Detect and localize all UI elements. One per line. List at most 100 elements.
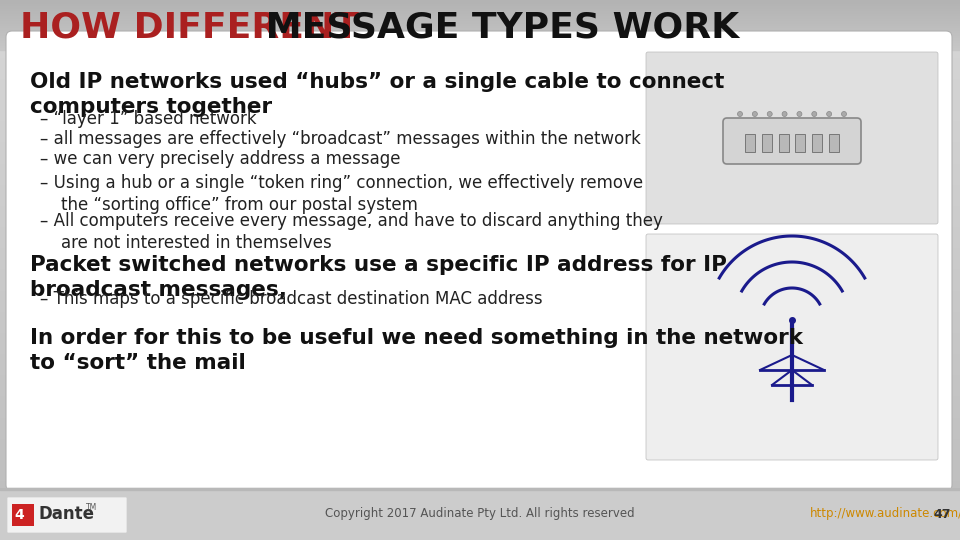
Bar bbox=[0, 112, 960, 113]
Bar bbox=[0, 3, 960, 4]
Bar bbox=[0, 350, 960, 351]
Bar bbox=[0, 416, 960, 417]
Bar bbox=[0, 469, 960, 470]
Bar bbox=[0, 431, 960, 432]
Text: MESSAGE TYPES WORK: MESSAGE TYPES WORK bbox=[253, 10, 739, 44]
Bar bbox=[0, 471, 960, 472]
Bar bbox=[0, 227, 960, 228]
Bar bbox=[0, 107, 960, 108]
Bar bbox=[0, 259, 960, 260]
Bar bbox=[0, 484, 960, 485]
Bar bbox=[0, 249, 960, 250]
Bar bbox=[0, 445, 960, 446]
Bar bbox=[0, 447, 960, 448]
Bar bbox=[0, 439, 960, 440]
Bar bbox=[0, 323, 960, 324]
Bar bbox=[0, 391, 960, 392]
Bar bbox=[0, 104, 960, 105]
Bar bbox=[0, 187, 960, 188]
Bar bbox=[0, 119, 960, 120]
Bar bbox=[0, 26, 960, 27]
Bar bbox=[0, 53, 960, 54]
Bar bbox=[0, 49, 960, 50]
Bar bbox=[0, 485, 960, 486]
Bar bbox=[0, 75, 960, 76]
Bar bbox=[0, 72, 960, 73]
Bar bbox=[0, 324, 960, 325]
Bar bbox=[0, 100, 960, 101]
Bar bbox=[0, 19, 960, 20]
Bar bbox=[0, 373, 960, 374]
Bar bbox=[0, 377, 960, 378]
Bar bbox=[0, 0, 960, 1]
Bar bbox=[0, 256, 960, 257]
Text: – all messages are effectively “broadcast” messages within the network: – all messages are effectively “broadcas… bbox=[40, 130, 641, 148]
Bar bbox=[0, 507, 960, 508]
Bar bbox=[0, 461, 960, 462]
Bar bbox=[0, 315, 960, 316]
Text: 4: 4 bbox=[14, 508, 24, 522]
Bar bbox=[0, 311, 960, 312]
Bar bbox=[0, 43, 960, 44]
Bar bbox=[0, 487, 960, 488]
Bar bbox=[0, 330, 960, 331]
Bar bbox=[0, 329, 960, 330]
Bar bbox=[0, 325, 960, 326]
Bar bbox=[0, 411, 960, 412]
Bar bbox=[0, 23, 960, 24]
Bar bbox=[0, 480, 960, 481]
Bar bbox=[0, 467, 960, 468]
Bar bbox=[0, 14, 960, 15]
Circle shape bbox=[812, 111, 817, 117]
Bar bbox=[0, 77, 960, 78]
Bar bbox=[0, 158, 960, 159]
Bar bbox=[0, 375, 960, 376]
Bar bbox=[0, 176, 960, 177]
Bar bbox=[0, 79, 960, 80]
Text: Copyright 2017 Audinate Pty Ltd. All rights reserved: Copyright 2017 Audinate Pty Ltd. All rig… bbox=[325, 508, 635, 521]
FancyBboxPatch shape bbox=[723, 118, 861, 164]
Bar bbox=[0, 122, 960, 123]
Bar bbox=[0, 76, 960, 77]
Bar bbox=[0, 358, 960, 359]
Bar bbox=[0, 189, 960, 190]
Bar bbox=[0, 365, 960, 366]
Bar bbox=[0, 27, 960, 28]
Bar bbox=[0, 427, 960, 428]
Bar bbox=[0, 191, 960, 192]
Bar bbox=[0, 198, 960, 199]
Bar bbox=[0, 285, 960, 286]
Bar bbox=[0, 366, 960, 367]
Bar bbox=[0, 42, 960, 43]
Bar bbox=[0, 322, 960, 323]
Bar bbox=[0, 89, 960, 90]
Bar bbox=[0, 454, 960, 455]
Bar bbox=[0, 505, 960, 506]
Bar bbox=[0, 301, 960, 302]
Bar bbox=[0, 11, 960, 12]
Bar bbox=[0, 90, 960, 91]
Bar bbox=[0, 71, 960, 72]
Bar bbox=[0, 353, 960, 354]
Text: Old IP networks used “hubs” or a single cable to connect
computers together: Old IP networks used “hubs” or a single … bbox=[30, 72, 725, 117]
Bar bbox=[0, 23, 960, 24]
Bar bbox=[0, 27, 960, 28]
Bar bbox=[0, 320, 960, 321]
Bar bbox=[0, 12, 960, 13]
Bar bbox=[0, 341, 960, 342]
Bar bbox=[0, 527, 960, 528]
Bar bbox=[0, 462, 960, 463]
Bar bbox=[0, 43, 960, 44]
Bar bbox=[0, 269, 960, 270]
Bar bbox=[0, 140, 960, 141]
Bar bbox=[0, 103, 960, 104]
Bar bbox=[0, 172, 960, 173]
Bar bbox=[0, 517, 960, 518]
Bar bbox=[0, 116, 960, 117]
Bar bbox=[0, 61, 960, 62]
Bar bbox=[0, 254, 960, 255]
Bar bbox=[0, 283, 960, 284]
Bar bbox=[0, 523, 960, 524]
Bar bbox=[762, 134, 772, 152]
Bar bbox=[0, 455, 960, 456]
